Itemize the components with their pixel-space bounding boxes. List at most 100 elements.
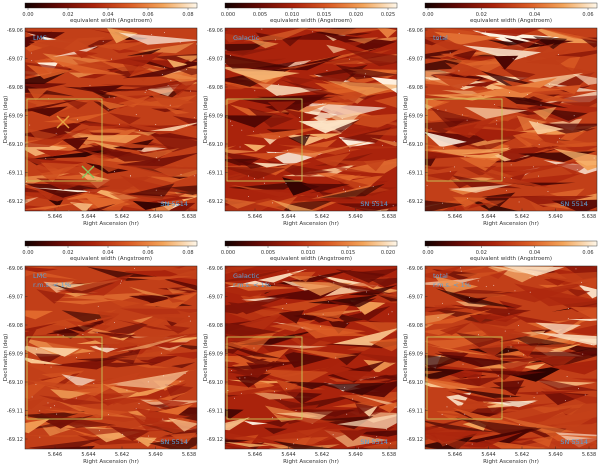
star-dot	[89, 85, 91, 87]
star-dot	[536, 392, 538, 394]
star-dot	[393, 141, 395, 142]
colorbar-tick-label: 0.00	[22, 12, 33, 18]
star-dot	[500, 358, 502, 360]
star-dot	[497, 375, 499, 377]
heatmap-cell	[493, 55, 519, 70]
sn-label: SN 5514	[560, 438, 588, 446]
star-dot	[518, 201, 520, 203]
heatmap-cell	[377, 28, 397, 39]
star-dot	[376, 435, 378, 437]
star-dot	[231, 370, 233, 371]
x-tick-label: 5.646	[248, 452, 262, 458]
heatmap-cell	[499, 300, 523, 312]
star-dot	[445, 109, 447, 111]
star-dot	[477, 376, 479, 378]
star-dot	[349, 150, 350, 152]
star-dot	[196, 43, 197, 45]
star-dot	[98, 429, 100, 431]
x-axis-label: Right Ascension (hr)	[483, 221, 539, 227]
star-dot	[155, 157, 157, 159]
heatmap-cell	[330, 119, 361, 133]
heatmap-cell	[432, 74, 480, 91]
heatmap-cell	[106, 370, 189, 390]
heatmap-cell	[552, 434, 597, 439]
heatmap-cell	[283, 75, 315, 86]
heatmap-total	[425, 28, 597, 211]
heatmap-cell	[447, 391, 512, 403]
heatmap-cell	[225, 149, 259, 154]
x-tick-label: 5.640	[348, 452, 362, 458]
heatmap-cell	[225, 408, 244, 419]
star-dot	[335, 357, 337, 359]
heatmap-cell	[44, 58, 126, 75]
heatmap-cell	[252, 162, 289, 168]
heatmap-cell	[28, 149, 110, 160]
heatmap-cell	[145, 313, 197, 324]
heatmap-cell	[433, 31, 501, 45]
heatmap-cell	[469, 314, 492, 323]
star-dot	[557, 54, 559, 55]
heatmap-cell	[69, 202, 93, 211]
star-dot	[316, 195, 318, 197]
star-dot	[39, 436, 41, 438]
colorbar-label: equivalent width (Angstroem)	[470, 18, 552, 24]
star-dot	[248, 175, 249, 177]
heatmap-cell	[280, 79, 345, 96]
colorbar-tick-label: 0.000	[221, 12, 235, 18]
x-tick-label: 5.642	[115, 452, 129, 458]
heatmap-cell	[171, 362, 196, 369]
star-dot	[234, 397, 235, 399]
star-dot	[374, 376, 375, 378]
heatmap-cell	[25, 418, 51, 434]
star-dot	[581, 281, 582, 283]
colorbar-tick-label: 0.010	[285, 12, 299, 18]
star-dot	[261, 28, 263, 30]
heatmap-cell	[495, 402, 558, 411]
y-tick-label: -69.08	[407, 85, 423, 91]
x-tick-label: 5.644	[481, 452, 495, 458]
heatmap-cell	[245, 126, 327, 140]
heatmap-cell	[91, 347, 119, 353]
heatmap-cell	[36, 149, 77, 157]
star-dot	[102, 40, 104, 42]
star-dot	[225, 49, 227, 51]
star-dot	[167, 85, 169, 87]
star-dot	[517, 382, 519, 384]
heatmap-cell	[64, 176, 153, 193]
heatmap-cell	[133, 407, 191, 423]
star-dot	[394, 406, 396, 408]
star-dot	[96, 332, 98, 334]
star-dot	[170, 79, 172, 81]
heatmap-cell	[484, 439, 552, 449]
star-dot	[253, 130, 254, 132]
star-dot	[114, 171, 115, 173]
star-dot	[342, 139, 344, 141]
star-dot	[39, 410, 41, 412]
heatmap-cell	[333, 328, 397, 346]
y-tick-label: -69.07	[407, 294, 423, 300]
star-dot	[344, 386, 345, 388]
heatmap-cell	[449, 377, 501, 388]
y-axis-label: Declination (deg)	[3, 334, 9, 382]
x-tick-label: 5.642	[115, 214, 129, 220]
heatmap-cell	[457, 266, 489, 272]
heatmap-cell	[240, 152, 289, 160]
star-dot	[332, 434, 334, 436]
star-dot	[348, 58, 350, 60]
sn-label: SN 5514	[360, 200, 388, 208]
heatmap-cell	[327, 80, 397, 96]
star-dot	[62, 335, 64, 337]
star-dot	[443, 147, 444, 149]
star-dot	[496, 123, 498, 125]
heatmap-cell	[523, 404, 571, 417]
heatmap-cell	[425, 309, 492, 325]
heatmap-cell	[486, 289, 522, 294]
heatmap-cell	[472, 318, 524, 327]
heatmap-cell	[79, 139, 168, 149]
heatmap-cell	[507, 407, 573, 424]
heatmap-cell	[533, 48, 571, 60]
heatmap-cell	[430, 107, 483, 128]
heatmap-cell	[128, 294, 185, 303]
panel-galactic-rms: 0.000 0.005 0.010 0.015 0.020 equivalent widt…	[200, 238, 400, 475]
heatmap-cell	[425, 155, 438, 169]
